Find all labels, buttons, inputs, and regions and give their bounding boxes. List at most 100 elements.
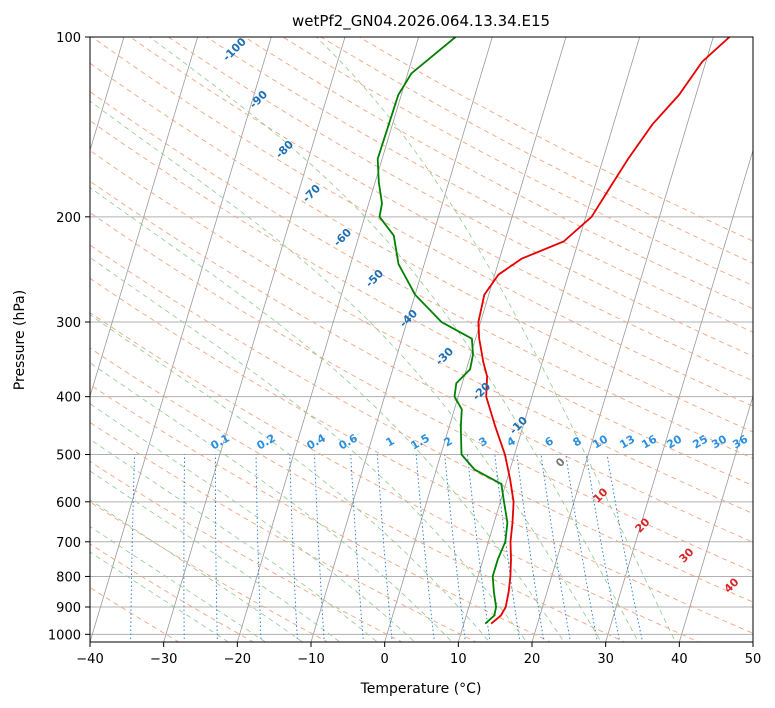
x-tick-label: −30: [150, 652, 177, 667]
dry-adiabat-label: 30: [677, 545, 697, 565]
isotherm: [163, 37, 346, 642]
y-tick-label: 700: [56, 536, 81, 551]
y-tick-label: 900: [56, 601, 81, 616]
isotherm: [384, 37, 567, 642]
dry-adiabat: [90, 244, 753, 603]
dry-adiabat-label: 20: [633, 515, 653, 535]
x-tick-label: 40: [671, 652, 688, 667]
moist-adiabat: [315, 37, 676, 642]
dry-adiabat: [90, 312, 700, 642]
x-tick-label: −20: [224, 652, 251, 667]
dry-adiabat: [90, 62, 753, 433]
x-tick-label: 10: [450, 652, 467, 667]
mixing-ratio-line: [350, 454, 364, 642]
mixing-ratio-label: 0.1: [209, 431, 232, 452]
moist-adiabat: [90, 551, 230, 642]
mixing-ratio-line: [606, 454, 644, 642]
y-tick-label: 1000: [48, 628, 81, 643]
mixing-ratio-label: 0.2: [255, 431, 278, 452]
dry-adiabat-label: 10: [591, 485, 611, 505]
x-tick-label: 30: [597, 652, 614, 667]
isotherm: [310, 37, 493, 642]
dry-adiabat: [320, 37, 753, 264]
dry-adiabat: [129, 37, 753, 382]
mixing-ratio-line: [80, 455, 87, 648]
moist-adiabat-label: -100: [220, 35, 249, 64]
isotherm: [531, 37, 714, 642]
dry-adiabat-label: 40: [722, 575, 742, 595]
x-axis-label: Temperature (°C): [360, 681, 482, 697]
dry-adiabat: [90, 347, 626, 642]
moist-adiabat: [90, 256, 528, 642]
y-tick-label: 400: [56, 391, 81, 406]
mixing-ratio-label: 36: [730, 432, 750, 451]
mixing-ratio-line: [255, 454, 262, 642]
moist-adiabat-label: -40: [397, 307, 420, 330]
isotherm: [605, 148, 753, 642]
moist-adiabat-label: -30: [433, 345, 456, 368]
mixing-ratio-line: [314, 454, 325, 642]
axes: -100-90-80-70-60-50-40-30-20-100.1 0.2 0.4…: [48, 31, 761, 667]
x-tick-label: −10: [297, 652, 324, 667]
isotherm: [752, 640, 753, 642]
mixing-ratio-label: 6: [543, 434, 556, 449]
y-tick-label: 800: [56, 570, 81, 585]
mixing-ratio-line: [494, 454, 521, 642]
dry-adiabat: [90, 421, 478, 642]
dewpoint-line: [376, 37, 509, 625]
dry-adiabat: [281, 37, 753, 287]
moist-adiabat-label: -10: [507, 414, 530, 437]
dry-adiabat: [90, 212, 753, 573]
mixing-ratio-label: 1.5: [409, 431, 432, 452]
dry-adiabat: [205, 37, 753, 333]
mixing-ratio-line: [289, 454, 298, 642]
moist-adiabat: [90, 526, 267, 642]
isotherm: [678, 394, 753, 642]
mixing-ratio-label: 13: [617, 433, 637, 452]
mixing-ratio-label: 2: [442, 434, 455, 449]
x-tick-label: 0: [381, 652, 389, 667]
moist-adiabat: [90, 470, 341, 642]
mixing-ratio-label: 1: [384, 434, 397, 449]
mixing-ratio-line: [516, 454, 545, 642]
mixing-ratio-label: 8: [571, 434, 584, 449]
chart-title: wetPf2_GN04.2026.064.13.34.E15: [292, 12, 550, 31]
isotherm: [90, 37, 125, 152]
moist-adiabat: [90, 100, 602, 642]
moist-adiabat-label: -20: [470, 380, 493, 403]
mixing-ratio-line: [214, 454, 218, 642]
mixing-ratio-line: [585, 454, 621, 642]
isotherm: [457, 37, 641, 642]
moist-adiabat: [148, 37, 639, 642]
dry-adiabat: [90, 277, 753, 634]
dry-adiabat: [90, 150, 753, 515]
mixing-ratio-line: [466, 454, 491, 642]
mixing-ratio-label: 0.4: [305, 431, 329, 452]
mixing-ratio-line: [130, 454, 136, 642]
x-tick-label: −40: [76, 652, 103, 667]
dry-adiabat: [91, 37, 753, 407]
temperature-line: [477, 37, 731, 625]
isotherm: [236, 37, 420, 642]
moist-adiabat-label: -60: [331, 226, 354, 249]
y-tick-label: 600: [56, 496, 81, 511]
mixing-ratio-label: 0.6: [337, 431, 361, 452]
moist-adiabat: [90, 314, 490, 642]
plot-area: [80, 37, 753, 648]
mixing-ratio-label: 25: [690, 433, 710, 452]
dry-adiabat: [90, 91, 753, 459]
mixing-ratio-line: [444, 454, 466, 642]
dry-adiabat: [90, 461, 403, 642]
moist-adiabat: [90, 499, 304, 642]
isotherm: [90, 37, 272, 642]
x-tick-label: 50: [745, 652, 762, 667]
y-tick-label: 300: [56, 316, 81, 331]
moist-adiabat-label: -50: [363, 267, 386, 290]
x-tick-label: 20: [524, 652, 541, 667]
mixing-ratio-line: [565, 454, 598, 642]
dry-adiabat: [90, 587, 180, 642]
moist-adiabat: [90, 438, 378, 642]
mixing-ratio-label: 10: [590, 432, 610, 451]
y-tick-label: 100: [56, 31, 81, 46]
moist-adiabat-label: -80: [273, 138, 296, 161]
